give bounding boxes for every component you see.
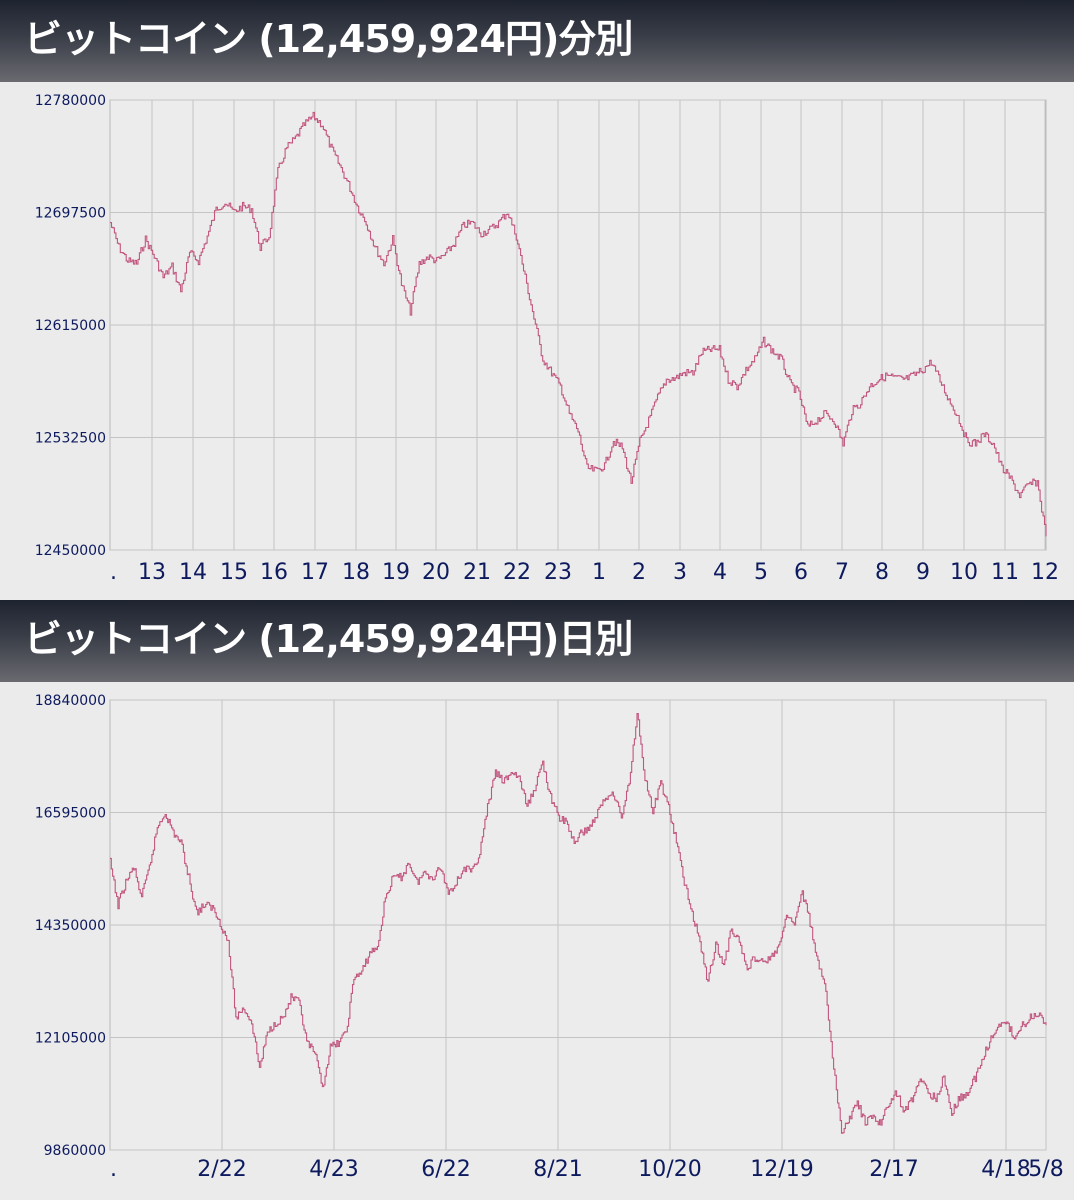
x-tick-label: . (110, 1157, 117, 1182)
x-tick-label: 18 (342, 560, 370, 585)
x-tick-label: 19 (382, 560, 410, 585)
x-tick-label: 10/20 (638, 1157, 701, 1182)
x-tick-label: 12 (1031, 560, 1059, 585)
y-tick-label: 12780000 (35, 93, 106, 109)
y-tick-label: 12615000 (35, 318, 106, 334)
x-tick-label: 9 (916, 560, 930, 585)
chart2-title: ビットコイン (12,459,924円)日別 (24, 617, 633, 661)
x-tick-label: 22 (503, 560, 531, 585)
x-tick-label: 15 (220, 560, 248, 585)
x-tick-label: 2 (632, 560, 646, 585)
x-tick-label: 20 (422, 560, 450, 585)
x-tick-label: 6/22 (421, 1157, 470, 1182)
y-tick-label: 18840000 (35, 693, 106, 709)
y-tick-label: 12450000 (35, 543, 106, 559)
x-tick-label: 1 (592, 560, 606, 585)
x-tick-label: 10 (950, 560, 978, 585)
x-tick-label: 7 (835, 560, 849, 585)
x-tick-label: 5/8 (1028, 1157, 1063, 1182)
x-tick-label: 4 (713, 560, 727, 585)
price-series-line (110, 713, 1047, 1134)
y-tick-label: 12105000 (35, 1031, 106, 1047)
chart2-header: ビットコイン (12,459,924円)日別 (0, 600, 1074, 682)
y-tick-label: 9860000 (44, 1143, 106, 1159)
x-tick-label: 14 (179, 560, 207, 585)
chart2-panel: 18840000 16595000 14350000 12105000 9860000.… (0, 682, 1074, 1200)
x-tick-label: . (110, 560, 117, 585)
chart1-header: ビットコイン (12,459,924円)分別 (0, 0, 1074, 82)
chart1-title: ビットコイン (12,459,924円)分別 (24, 17, 633, 61)
x-tick-label: 2/17 (869, 1157, 918, 1182)
x-tick-label: 11 (991, 560, 1019, 585)
x-tick-label: 8/21 (533, 1157, 582, 1182)
x-tick-label: 23 (544, 560, 572, 585)
x-tick-label: 16 (260, 560, 288, 585)
x-tick-label: 3 (673, 560, 687, 585)
x-tick-label: 21 (463, 560, 491, 585)
x-tick-label: 17 (301, 560, 329, 585)
y-tick-label: 12532500 (35, 431, 106, 447)
minute-line-chart: 12780000 12697500 12615000 12532500 12450000… (35, 93, 1059, 585)
x-tick-label: 13 (138, 560, 166, 585)
x-tick-label: 4/23 (309, 1157, 358, 1182)
chart1-panel: 12780000 12697500 12615000 12532500 12450000… (0, 82, 1074, 598)
price-series-line (110, 111, 1047, 537)
x-tick-label: 6 (794, 560, 808, 585)
x-tick-label: 4/18 (981, 1157, 1030, 1182)
x-tick-label: 12/19 (750, 1157, 813, 1182)
y-tick-label: 16595000 (35, 806, 106, 822)
y-tick-label: 12697500 (35, 206, 106, 222)
y-tick-label: 14350000 (35, 918, 106, 934)
x-tick-label: 2/22 (197, 1157, 246, 1182)
x-tick-label: 5 (754, 560, 768, 585)
x-tick-label: 8 (875, 560, 889, 585)
daily-line-chart: 18840000 16595000 14350000 12105000 9860000.… (35, 693, 1064, 1182)
